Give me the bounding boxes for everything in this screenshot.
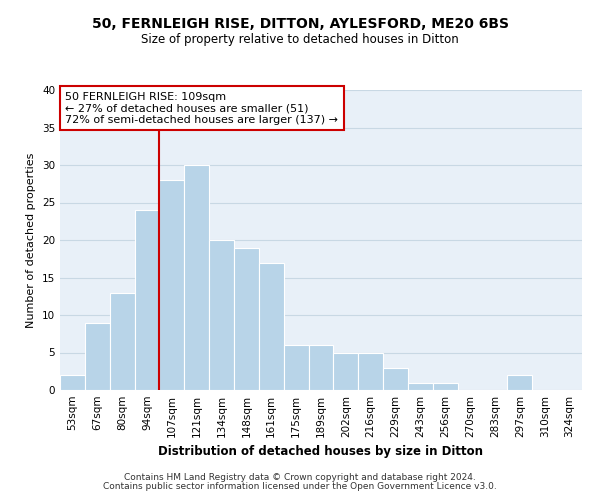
Bar: [85, 322, 110, 390]
Bar: [234, 248, 259, 390]
X-axis label: Distribution of detached houses by size in Ditton: Distribution of detached houses by size …: [158, 446, 484, 458]
Text: Size of property relative to detached houses in Ditton: Size of property relative to detached ho…: [141, 32, 459, 46]
Bar: [259, 262, 284, 390]
Bar: [358, 352, 383, 390]
Bar: [334, 352, 358, 390]
Bar: [433, 382, 458, 390]
Text: 50, FERNLEIGH RISE, DITTON, AYLESFORD, ME20 6BS: 50, FERNLEIGH RISE, DITTON, AYLESFORD, M…: [91, 18, 509, 32]
Bar: [209, 240, 234, 390]
Bar: [134, 210, 160, 390]
Bar: [284, 345, 308, 390]
Y-axis label: Number of detached properties: Number of detached properties: [26, 152, 37, 328]
Bar: [110, 292, 134, 390]
Bar: [408, 382, 433, 390]
Text: Contains public sector information licensed under the Open Government Licence v3: Contains public sector information licen…: [103, 482, 497, 491]
Text: Contains HM Land Registry data © Crown copyright and database right 2024.: Contains HM Land Registry data © Crown c…: [124, 472, 476, 482]
Bar: [383, 368, 408, 390]
Bar: [508, 375, 532, 390]
Text: 50 FERNLEIGH RISE: 109sqm
← 27% of detached houses are smaller (51)
72% of semi-: 50 FERNLEIGH RISE: 109sqm ← 27% of detac…: [65, 92, 338, 124]
Bar: [184, 165, 209, 390]
Bar: [160, 180, 184, 390]
Bar: [308, 345, 334, 390]
Bar: [60, 375, 85, 390]
